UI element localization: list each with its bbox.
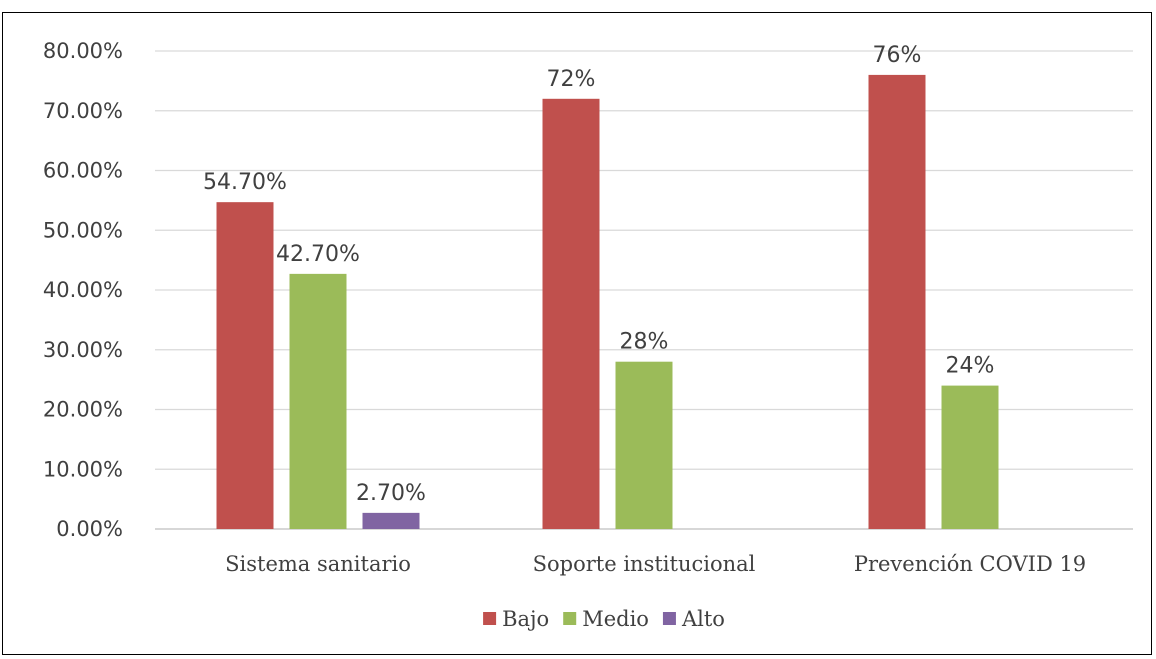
y-tick-label: 10.00% [43, 457, 123, 481]
bar-medio [941, 385, 999, 529]
category-label: Soporte institucional [533, 552, 756, 576]
bar-alto [362, 512, 420, 529]
legend-label: Bajo [502, 607, 549, 631]
legend-label: Alto [681, 607, 725, 631]
legend-swatch-alto [662, 612, 676, 625]
bar-medio [289, 273, 347, 529]
y-tick-label: 20.00% [43, 398, 123, 422]
legend: Bajo Medio Alto [483, 607, 725, 631]
y-tick-label: 40.00% [43, 278, 123, 302]
y-tick-label: 30.00% [43, 338, 123, 362]
chart-frame: 0.00% 10.00% 20.00% 30.00% 40.00% 50.00% 60.00… [2, 12, 1152, 655]
y-tick-label: 60.00% [43, 159, 123, 183]
data-label: 28% [620, 330, 669, 355]
data-label: 24% [946, 354, 995, 379]
bar-chart: 0.00% 10.00% 20.00% 30.00% 40.00% 50.00% 60.00… [43, 39, 1133, 631]
y-tick-label: 50.00% [43, 218, 123, 242]
data-label: 54.70% [203, 170, 287, 195]
bar-bajo [868, 74, 926, 530]
category-label: Sistema sanitario [225, 552, 411, 576]
y-tick-label: 70.00% [43, 99, 123, 123]
bar-bajo [542, 98, 600, 530]
legend-label: Medio [582, 607, 649, 631]
y-tick-label: 0.00% [56, 517, 123, 541]
y-tick-label: 80.00% [43, 39, 123, 63]
data-label: 72% [547, 67, 596, 92]
bars [216, 74, 999, 530]
x-axis-category-labels: Sistema sanitario Soporte institucional Pr… [225, 552, 1086, 576]
bar-bajo [216, 202, 274, 530]
category-label: Prevención COVID 19 [854, 552, 1086, 576]
data-labels: 54.70% 42.70% 2.70% 72% 28% 76% 24% [203, 43, 994, 506]
legend-swatch-bajo [483, 612, 497, 625]
data-label: 42.70% [276, 242, 360, 267]
y-axis-tick-labels: 0.00% 10.00% 20.00% 30.00% 40.00% 50.00% 60.00… [43, 39, 123, 541]
data-label: 2.70% [356, 481, 426, 506]
data-label: 76% [873, 43, 922, 68]
legend-swatch-medio [563, 612, 577, 625]
bar-medio [615, 361, 673, 529]
